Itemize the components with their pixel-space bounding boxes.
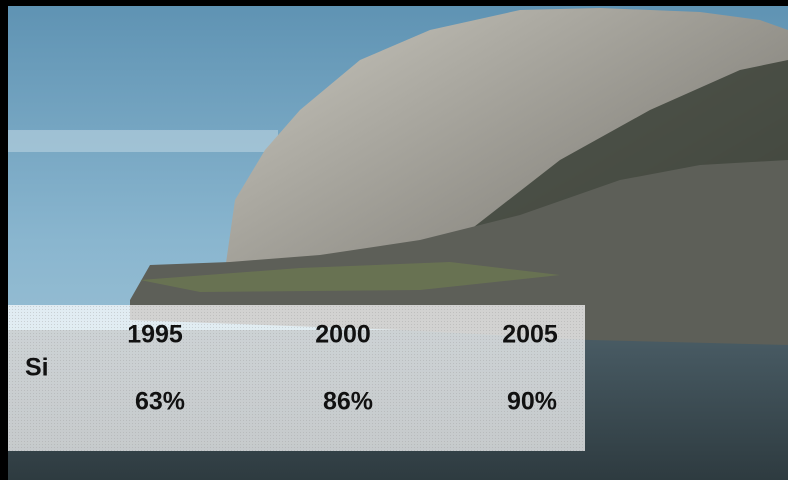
- row-label: Si: [25, 354, 49, 382]
- table-overlay: [8, 305, 585, 451]
- rocks: [130, 160, 788, 345]
- cell: 90%: [507, 388, 557, 416]
- vegetation: [140, 262, 560, 292]
- cloud: [8, 130, 278, 152]
- cell: 86%: [323, 388, 373, 416]
- column-header: 1995: [127, 321, 183, 349]
- table: 1995 2000 2005 Si 63% 86% 90%: [25, 321, 558, 416]
- column-header: 2000: [315, 321, 371, 349]
- cell: 63%: [135, 388, 185, 416]
- frame-left: [0, 0, 8, 480]
- frame-top: [0, 0, 788, 6]
- column-header: 2005: [502, 321, 558, 349]
